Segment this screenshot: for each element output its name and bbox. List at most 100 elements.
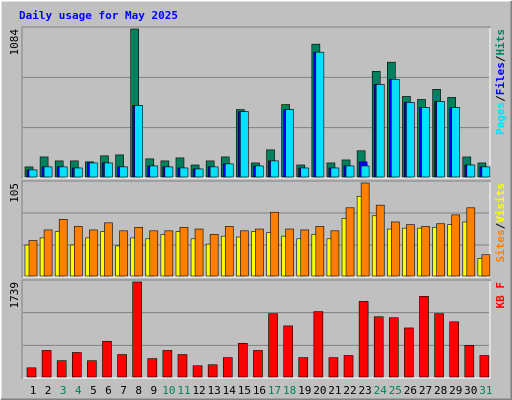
- x-tick-label: 24: [374, 384, 388, 397]
- y-tick-label: 1739: [8, 282, 21, 309]
- bar: [481, 254, 491, 277]
- x-tick-label: 13: [208, 384, 221, 397]
- x-tick-label: 21: [328, 384, 341, 397]
- bar: [224, 226, 234, 277]
- x-tick-label: 15: [238, 384, 251, 397]
- bar: [28, 169, 38, 178]
- bar: [434, 313, 444, 378]
- bar: [177, 354, 188, 378]
- bar: [209, 166, 219, 178]
- bar: [330, 167, 340, 178]
- x-tick-label: 16: [253, 384, 266, 397]
- bar: [73, 167, 83, 178]
- bar: [315, 226, 325, 277]
- bar: [375, 84, 385, 178]
- x-tick-label: 22: [343, 384, 356, 397]
- bar: [117, 354, 127, 378]
- bar: [119, 166, 128, 178]
- bar: [238, 342, 248, 378]
- bar: [164, 230, 174, 277]
- bar: [58, 219, 68, 277]
- bar: [58, 166, 68, 178]
- x-tick-label: 29: [449, 384, 462, 397]
- bar: [28, 240, 38, 277]
- x-tick-label: 27: [419, 384, 432, 397]
- x-tick-label: 14: [223, 384, 237, 397]
- legend-entry: Pages: [494, 102, 507, 135]
- bar: [345, 165, 355, 178]
- legend: Sites/Visits: [494, 183, 507, 263]
- bar: [315, 51, 325, 178]
- legend-entry: Files: [494, 62, 507, 95]
- bar: [89, 229, 98, 277]
- bar: [240, 230, 249, 277]
- x-tick-label: 19: [298, 384, 311, 397]
- x-tick-label: 9: [150, 384, 157, 397]
- bar: [449, 321, 460, 378]
- legend-entry: Hits: [494, 29, 507, 56]
- bar: [300, 229, 310, 277]
- bar: [343, 355, 354, 378]
- bar: [222, 357, 233, 378]
- bar: [104, 222, 113, 277]
- bar: [406, 224, 415, 277]
- x-tick-label: 8: [135, 384, 142, 397]
- bar: [373, 316, 384, 378]
- bar: [179, 167, 189, 178]
- bar: [164, 166, 174, 178]
- bar: [179, 226, 189, 277]
- bar: [389, 317, 399, 378]
- bar: [207, 364, 218, 378]
- x-tick-label: 26: [404, 384, 417, 397]
- x-tick-label: 17: [268, 384, 281, 397]
- bar: [134, 105, 143, 178]
- x-tick-label: 11: [177, 384, 190, 397]
- bar: [421, 226, 430, 277]
- bar: [87, 360, 97, 378]
- bar: [192, 365, 203, 378]
- bar: [41, 350, 52, 378]
- plot-bevel: [23, 28, 491, 179]
- bar: [240, 111, 249, 178]
- bar: [300, 167, 310, 178]
- bar: [56, 360, 67, 378]
- bar: [358, 301, 369, 378]
- bar: [466, 207, 476, 277]
- bar: [464, 345, 475, 378]
- legend-separator: /: [494, 95, 507, 102]
- bar: [451, 214, 461, 277]
- bar: [43, 229, 53, 277]
- y-tick-label: 1084: [8, 29, 21, 56]
- bar: [436, 101, 445, 178]
- bar: [253, 350, 263, 378]
- x-tick-label: 28: [434, 384, 447, 397]
- bar: [162, 350, 173, 378]
- x-tick-label: 23: [359, 384, 372, 397]
- bar: [313, 311, 324, 378]
- bar: [419, 296, 429, 378]
- x-tick-label: 7: [120, 384, 127, 397]
- bar: [330, 230, 340, 277]
- bar: [421, 107, 430, 178]
- bar: [149, 165, 159, 178]
- bar: [466, 164, 476, 178]
- bar: [481, 166, 491, 178]
- bar: [345, 207, 355, 277]
- bar: [89, 162, 98, 178]
- legend: KB F: [494, 282, 507, 309]
- legend-entry: KB F: [494, 282, 507, 309]
- bar: [102, 340, 112, 378]
- bar: [375, 204, 385, 277]
- legend-entry: Sites: [494, 229, 507, 262]
- bar: [132, 281, 142, 378]
- bar: [406, 102, 415, 178]
- bar: [224, 163, 234, 178]
- bar: [194, 168, 204, 178]
- bar: [43, 166, 53, 178]
- x-tick-label: 1: [30, 384, 37, 397]
- bar: [71, 352, 82, 378]
- x-tick-label: 25: [389, 384, 402, 397]
- x-tick-label: 10: [162, 384, 175, 397]
- bar: [285, 109, 294, 178]
- legend-entry: Visits: [494, 183, 507, 223]
